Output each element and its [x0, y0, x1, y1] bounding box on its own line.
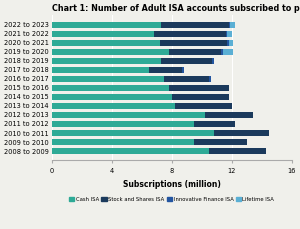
Bar: [214, 130, 269, 136]
Bar: [164, 76, 209, 82]
Bar: [52, 121, 194, 127]
Bar: [226, 31, 227, 37]
Bar: [223, 49, 233, 55]
Bar: [194, 121, 235, 127]
Bar: [52, 112, 205, 118]
Bar: [161, 58, 212, 64]
Bar: [212, 58, 214, 64]
Bar: [52, 40, 160, 46]
Bar: [227, 40, 229, 46]
Bar: [52, 49, 169, 55]
Bar: [160, 40, 227, 46]
Bar: [52, 85, 169, 91]
Text: Chart 1: Number of Adult ISA accounts subscribed to per tax year: Chart 1: Number of Adult ISA accounts su…: [52, 4, 300, 13]
Bar: [230, 22, 235, 27]
Bar: [169, 85, 229, 91]
Bar: [205, 112, 253, 118]
Bar: [175, 103, 232, 109]
Bar: [52, 130, 214, 136]
Legend: Cash ISA, Stock and Shares ISA, Innovative Finance ISA, Lifetime ISA: Cash ISA, Stock and Shares ISA, Innovati…: [67, 195, 276, 204]
Bar: [52, 22, 161, 27]
Bar: [52, 148, 209, 154]
Bar: [154, 31, 226, 37]
Bar: [52, 139, 194, 145]
Bar: [209, 148, 266, 154]
Bar: [182, 67, 184, 73]
Bar: [229, 22, 230, 27]
Bar: [194, 139, 247, 145]
Bar: [172, 94, 229, 100]
Bar: [221, 49, 223, 55]
Bar: [52, 76, 164, 82]
Bar: [169, 49, 221, 55]
Bar: [52, 58, 161, 64]
Bar: [52, 103, 175, 109]
Bar: [149, 67, 182, 73]
Bar: [52, 67, 149, 73]
Bar: [52, 31, 154, 37]
X-axis label: Subscriptions (million): Subscriptions (million): [123, 180, 221, 189]
Bar: [52, 94, 172, 100]
Bar: [161, 22, 229, 27]
Bar: [227, 31, 232, 37]
Bar: [229, 40, 233, 46]
Bar: [209, 76, 211, 82]
